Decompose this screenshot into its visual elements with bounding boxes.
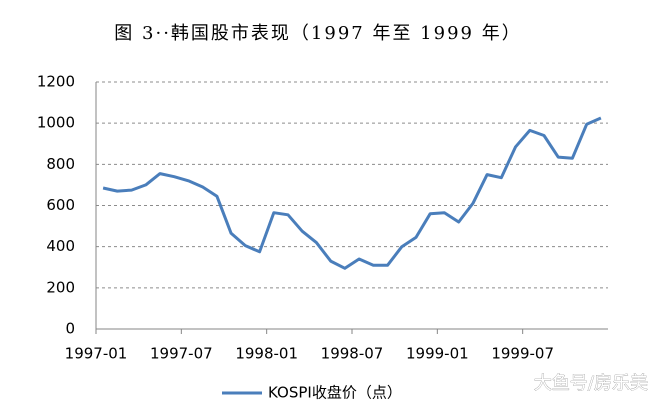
legend-label: KOSPI收盘价（点）	[268, 384, 402, 402]
x-tick-label: 1997-07	[150, 345, 213, 363]
x-tick-label: 1998-07	[321, 345, 384, 363]
y-tick-label: 1000	[37, 114, 75, 132]
chart-title: 图 3··韩国股市表现（1997 年至 1999 年）	[114, 23, 521, 44]
y-tick-label: 800	[46, 155, 75, 173]
y-tick-label: 400	[46, 237, 75, 255]
x-tick-label: 1999-07	[491, 345, 554, 363]
x-tick-label: 1999-01	[406, 345, 469, 363]
x-tick-label: 1997-01	[65, 345, 128, 363]
data-line	[102, 116, 602, 270]
x-tick-label: 1998-01	[235, 345, 298, 363]
y-tick-label: 0	[65, 320, 75, 338]
watermark: 大鱼号/房乐美	[534, 373, 648, 394]
y-tick-label: 600	[46, 196, 75, 214]
y-tick-label: 200	[46, 278, 75, 296]
y-tick-label: 1200	[37, 73, 75, 91]
